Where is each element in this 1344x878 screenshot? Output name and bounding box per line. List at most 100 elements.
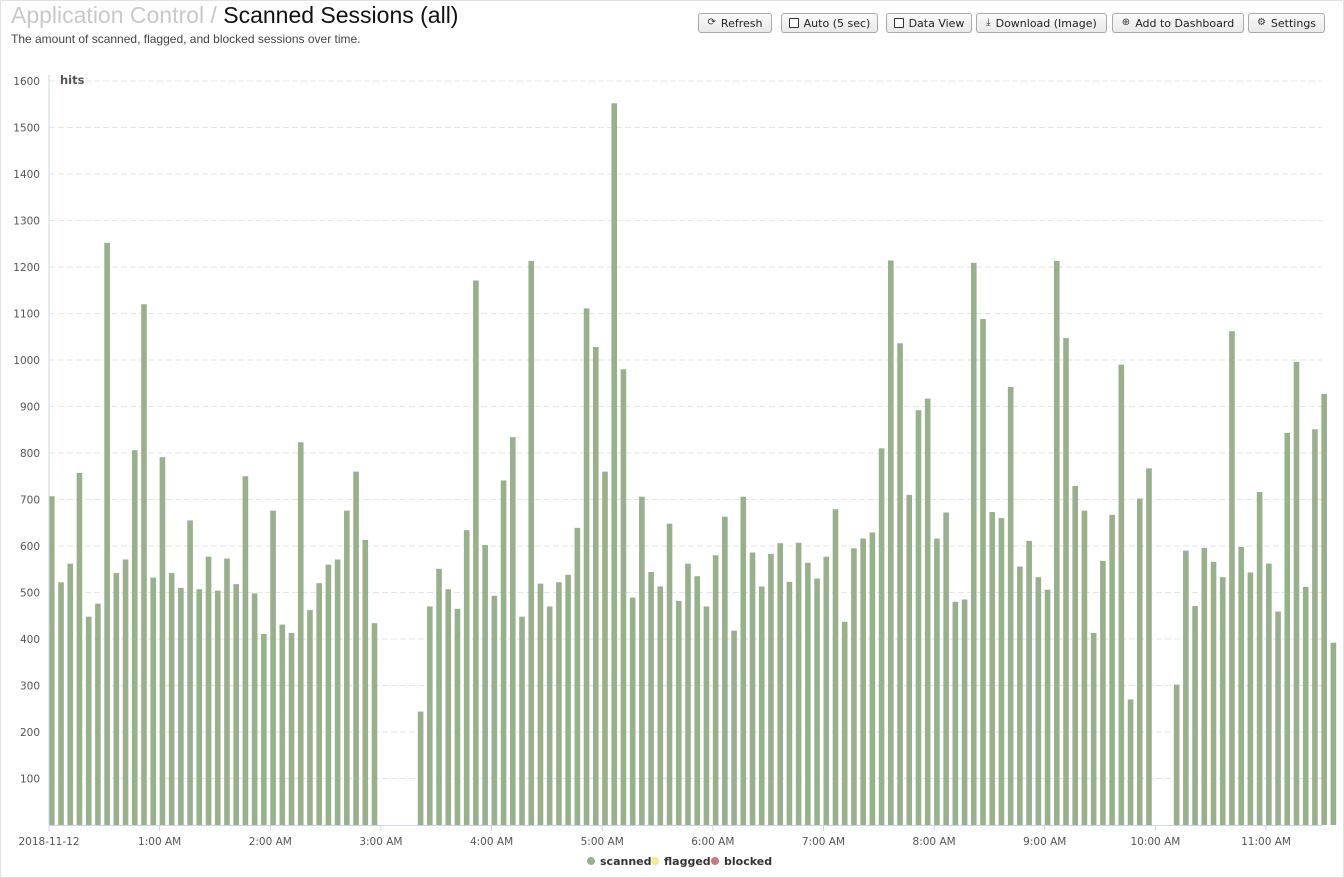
bar-scanned: [703, 606, 710, 825]
page-title: Application Control / Scanned Sessions (…: [11, 2, 458, 29]
bar-scanned: [1136, 498, 1143, 825]
add-dashboard-label: Add to Dashboard: [1135, 16, 1235, 30]
bar-scanned: [1173, 684, 1180, 825]
bar-scanned: [1219, 577, 1226, 825]
legend-label: blocked: [724, 855, 772, 868]
bar-scanned: [178, 587, 184, 825]
settings-label: Settings: [1270, 16, 1317, 30]
bar-scanned: [841, 621, 848, 825]
bar-scanned: [565, 574, 571, 825]
bar-scanned: [934, 538, 940, 825]
bar-scanned: [104, 242, 110, 825]
bar-scanned: [777, 543, 783, 825]
bar-scanned: [1127, 699, 1134, 825]
bar-scanned: [1275, 611, 1281, 825]
bar-scanned: [971, 262, 977, 825]
data-view-toggle[interactable]: Data View: [886, 13, 972, 33]
bar-scanned: [334, 559, 341, 825]
bar-scanned: [1081, 510, 1088, 825]
download-icon: ⤓: [986, 17, 991, 28]
y-tick-label: 400: [20, 634, 40, 646]
bar-scanned: [731, 630, 737, 825]
bar-scanned: [316, 583, 322, 825]
y-tick-label: 1200: [13, 262, 40, 274]
bar-scanned: [851, 548, 857, 825]
refresh-icon: ⟳: [707, 17, 716, 28]
bar-scanned: [1229, 331, 1235, 825]
bar-scanned: [1183, 550, 1189, 825]
bar-scanned: [795, 542, 802, 825]
data-view-label: Data View: [908, 16, 965, 30]
breadcrumb[interactable]: Application Control: [11, 2, 205, 28]
bar-scanned: [95, 603, 101, 825]
bar-scanned: [666, 523, 673, 825]
bar-scanned: [749, 552, 756, 825]
bar-scanned: [205, 556, 212, 825]
bar-scanned: [353, 471, 359, 825]
y-tick-label: 100: [20, 774, 40, 786]
bar-scanned: [463, 530, 470, 825]
bar-scanned: [998, 518, 1005, 825]
bar-scanned: [519, 616, 525, 825]
bar-scanned: [878, 448, 885, 825]
report-description: The amount of scanned, flagged, and bloc…: [11, 32, 361, 46]
bar-scanned: [1026, 540, 1032, 825]
add-to-dashboard-button[interactable]: ⊕ Add to Dashboard: [1112, 13, 1244, 33]
y-tick-label: 500: [20, 588, 40, 600]
y-tick-label: 600: [20, 541, 40, 553]
bar-scanned: [510, 437, 516, 825]
bar-scanned: [583, 308, 590, 825]
bar-scanned: [629, 597, 636, 825]
bar-scanned: [786, 581, 793, 825]
bar-scanned: [592, 346, 599, 825]
settings-button[interactable]: ⚙ Settings: [1248, 13, 1325, 33]
bar-scanned: [325, 564, 332, 825]
bar-scanned: [76, 473, 83, 825]
bar-scanned: [768, 553, 774, 825]
legend-item-scanned[interactable]: scanned: [587, 855, 652, 868]
bar-scanned: [1118, 364, 1125, 825]
bar-scanned: [657, 586, 664, 825]
bar-scanned: [1192, 605, 1198, 825]
bar-scanned: [297, 442, 304, 825]
bar-scanned: [1266, 563, 1272, 825]
bar-scanned: [1238, 546, 1244, 825]
refresh-button[interactable]: ⟳ Refresh: [698, 13, 772, 33]
bar-scanned: [556, 582, 562, 825]
x-tick-label: 6:00 AM: [691, 836, 734, 848]
y-axis-title: hits: [60, 73, 85, 87]
download-image-button[interactable]: ⤓ Download (Image): [976, 13, 1107, 33]
x-tick-label: 9:00 AM: [1023, 836, 1066, 848]
y-tick-label: 1300: [13, 216, 40, 228]
auto-refresh-toggle[interactable]: Auto (5 sec): [781, 13, 878, 33]
bar-scanned: [805, 562, 811, 825]
bar-scanned: [528, 260, 535, 825]
x-tick-label: 5:00 AM: [581, 836, 624, 848]
bar-scanned: [187, 520, 193, 825]
bar-scanned: [897, 343, 903, 825]
y-tick-label: 900: [20, 402, 40, 414]
bar-scanned: [758, 586, 765, 825]
bar-scanned: [694, 576, 700, 825]
legend-item-flagged[interactable]: flagged: [651, 855, 711, 868]
refresh-label: Refresh: [720, 16, 763, 30]
report-title: Scanned Sessions (all): [223, 2, 459, 28]
bar-scanned: [1321, 393, 1327, 825]
x-tick-label: 3:00 AM: [359, 836, 402, 848]
y-tick-label: 1500: [13, 123, 40, 135]
bar-scanned: [1017, 566, 1023, 825]
bar-scanned: [639, 496, 645, 825]
bar-scanned: [1072, 486, 1079, 825]
breadcrumb-separator: /: [210, 2, 217, 28]
bar-scanned: [814, 578, 820, 825]
bar-scanned: [1247, 572, 1254, 825]
bar-scanned: [712, 555, 719, 825]
bar-scanned: [473, 280, 479, 825]
bar-scanned: [307, 610, 313, 825]
bar-scanned: [150, 577, 157, 825]
bar-scanned: [675, 600, 682, 825]
bar-scanned: [602, 471, 608, 825]
bar-scanned: [961, 599, 968, 825]
bar-scanned: [261, 633, 267, 825]
legend-item-blocked[interactable]: blocked: [711, 855, 772, 868]
